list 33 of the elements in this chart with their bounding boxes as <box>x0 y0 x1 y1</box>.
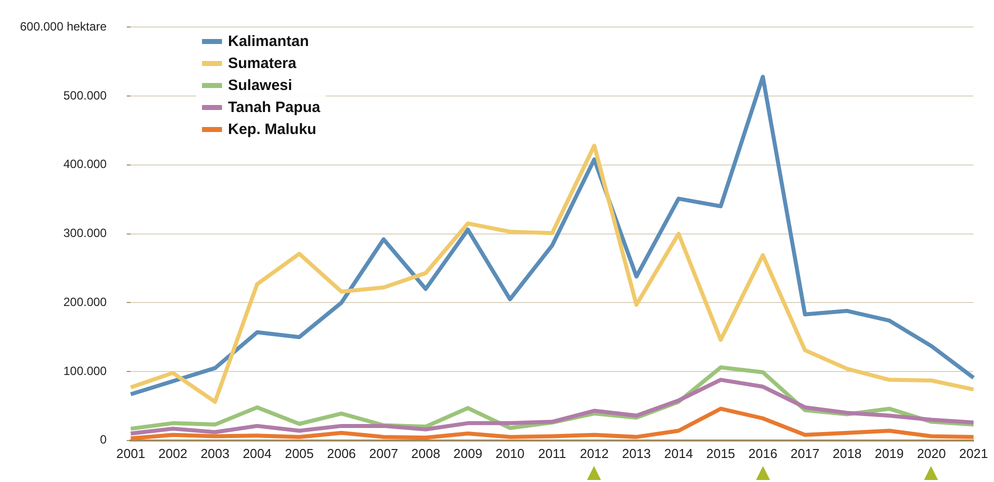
x-tick-label: 2007 <box>369 446 398 461</box>
legend-label: Sumatera <box>228 54 296 72</box>
x-tick-label: 2001 <box>116 446 146 461</box>
x-tick-label: 2010 <box>496 446 524 461</box>
x-tick-label: 2015 <box>706 446 736 461</box>
x-tick-label: 2003 <box>200 446 230 461</box>
y-tick-label: 0 <box>100 432 108 447</box>
x-tick-label: 2017 <box>790 446 820 461</box>
x-tick-label: 2012 <box>580 446 609 461</box>
x-tick-label: 2021 <box>959 446 988 461</box>
x-tick-label: 2011 <box>538 446 566 461</box>
x-tick-label: 2009 <box>453 446 482 461</box>
x-tick-label: 2006 <box>326 446 356 461</box>
x-tick-label: 2019 <box>874 446 904 461</box>
x-tick-label: 2014 <box>664 446 694 461</box>
legend-label: Kep. Maluku <box>228 120 316 138</box>
x-tick-label: 2008 <box>411 446 440 461</box>
y-tick-label: 400.000 <box>63 157 108 172</box>
x-tick-label: 2004 <box>242 446 272 461</box>
y-tick-label: 300.000 <box>63 226 108 240</box>
legend-label: Kalimantan <box>228 32 309 50</box>
y-tick-label: 500.000 <box>63 88 108 102</box>
x-tick-label: 2002 <box>158 446 188 461</box>
x-tick-label: 2020 <box>916 446 946 461</box>
x-tick-label: 2016 <box>748 446 778 461</box>
legend-label: Tanah Papua <box>228 98 320 116</box>
x-tick-label: 2018 <box>832 446 862 461</box>
y-tick-label: 100.000 <box>63 364 108 378</box>
y-tick-label: 600.000 hektare <box>20 20 108 34</box>
legend-label: Sulawesi <box>228 76 292 94</box>
x-tick-label: 2005 <box>284 446 314 461</box>
y-tick-label: 200.000 <box>63 294 108 309</box>
x-tick-label: 2013 <box>622 446 651 461</box>
